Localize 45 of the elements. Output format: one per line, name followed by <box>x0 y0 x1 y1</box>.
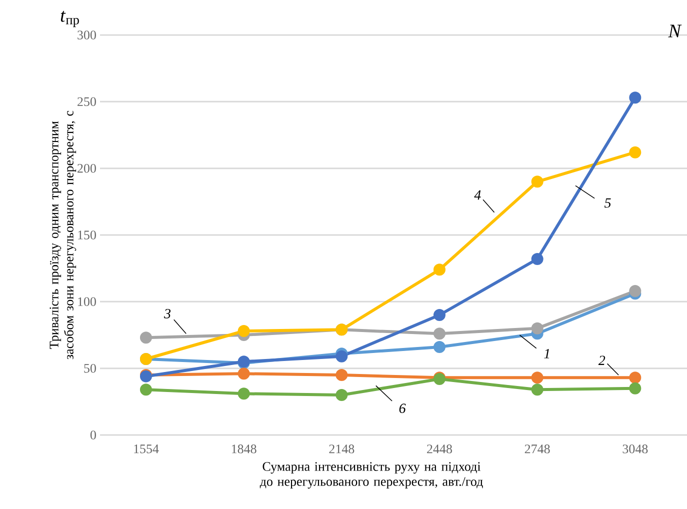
point <box>433 341 446 353</box>
point <box>531 253 544 265</box>
point <box>140 384 152 396</box>
x-tick-label: 2448 <box>427 444 452 454</box>
point <box>629 372 642 384</box>
y-axis-title: Тривалість проїзду одним транспортним засобом зони нерегульованого перехрестя, с <box>50 110 76 360</box>
point <box>629 382 642 394</box>
x-tick-label: 3048 <box>622 444 648 454</box>
text: t$_{пр}$ <box>60 10 79 28</box>
x-tick-label: 1554 <box>134 444 159 454</box>
series-label: 6 <box>399 404 406 414</box>
x-tick-label: 1848 <box>232 444 256 454</box>
point <box>433 328 446 340</box>
point <box>629 92 642 104</box>
point <box>238 325 250 337</box>
point <box>433 264 446 276</box>
y-tick-label: 100 <box>78 297 96 306</box>
x-tick-label: 2148 <box>329 444 354 454</box>
series-label: 2 <box>598 356 606 365</box>
y-tick-label: 250 <box>78 97 96 106</box>
point <box>433 309 446 321</box>
series-label: 3 <box>164 308 171 318</box>
point <box>140 332 152 344</box>
point <box>531 322 544 334</box>
series-label: 1 <box>544 349 550 358</box>
y-tick-label: 50 <box>84 364 96 373</box>
y-tick-label: 200 <box>78 164 96 173</box>
series-label: 4 <box>474 190 481 200</box>
y-tick-label: 0 <box>90 430 96 440</box>
point <box>238 388 250 400</box>
point <box>336 389 348 401</box>
annotation: N <box>668 24 682 38</box>
point <box>531 176 544 188</box>
point <box>336 369 348 381</box>
series-label: 5 <box>604 198 611 208</box>
point <box>531 384 544 396</box>
point <box>531 372 544 384</box>
point <box>629 285 642 297</box>
point <box>238 368 250 380</box>
y-tick-label: 300 <box>78 30 96 40</box>
point <box>336 350 348 362</box>
y-tick-label: 150 <box>78 230 96 240</box>
point <box>629 146 642 158</box>
x-tick-label: 2748 <box>524 444 550 454</box>
x-axis-title: Сумарна інтенсивність руху на підході до нерегульованого перехрестя, авт./год <box>260 462 483 489</box>
